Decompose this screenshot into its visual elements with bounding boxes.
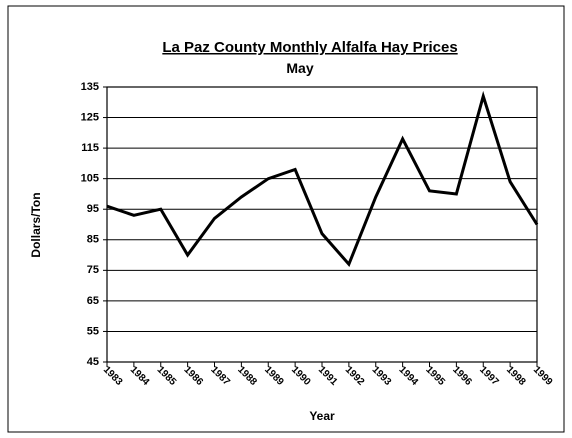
chart-title: La Paz County Monthly Alfalfa Hay Prices: [162, 39, 457, 56]
y-tick-label: 65: [87, 295, 99, 307]
data-line: [106, 90, 539, 268]
x-tick-label: 1997: [477, 364, 501, 388]
y-tick-label: 95: [87, 203, 99, 215]
plot-area: [106, 86, 538, 363]
x-tick-label: 1992: [343, 364, 367, 388]
x-tick-label: 1988: [235, 364, 259, 388]
x-axis-label: Year: [309, 409, 335, 423]
x-tick-label: 1999: [531, 364, 555, 388]
y-tick-label: 75: [87, 264, 99, 276]
x-tick-label: 1983: [101, 364, 125, 388]
x-tick-label: 1991: [316, 364, 340, 388]
x-tick-label: 1990: [289, 364, 313, 388]
x-tick-label: 1996: [450, 364, 474, 388]
y-axis-label: Dollars/Ton: [29, 192, 43, 257]
y-tick-label: 135: [81, 81, 99, 93]
y-tick-label: 55: [87, 325, 99, 337]
x-tick-label: 1994: [397, 364, 421, 388]
chart-subtitle: May: [286, 60, 313, 76]
y-tick-label: 125: [81, 111, 99, 123]
x-tick-label: 1989: [262, 364, 286, 388]
x-tick-label: 1984: [128, 364, 152, 388]
x-tick-label: 1985: [155, 364, 179, 388]
x-tick-label: 1986: [182, 364, 206, 388]
x-tick-label: 1993: [370, 364, 394, 388]
y-tick-label: 115: [81, 142, 99, 154]
y-tick-label: 105: [81, 173, 99, 185]
y-tick-label: 45: [87, 356, 99, 368]
y-tick-label: 85: [87, 234, 99, 246]
x-tick-label: 1995: [423, 364, 447, 388]
chart-frame: [7, 5, 565, 433]
x-tick-label: 1998: [504, 364, 528, 388]
x-tick-label: 1987: [208, 364, 232, 388]
